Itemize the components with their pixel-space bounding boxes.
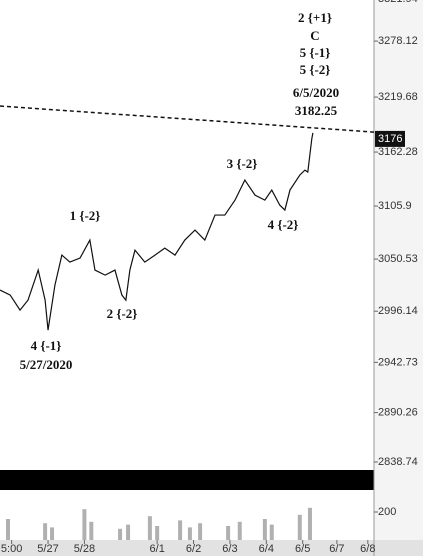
y-tick-label: 2942.73 [378, 356, 418, 368]
annotation: 3 {-2} [227, 156, 258, 171]
volume-bar [198, 523, 203, 540]
x-tick-label: 6/2 [186, 543, 201, 555]
annotation: 2 {+1} [298, 10, 332, 25]
y-tick-label: 3162.28 [378, 146, 418, 158]
y-tick-label: 3105.9 [378, 200, 412, 212]
volume-bar [43, 523, 48, 540]
annotation: 6/5/2020 [293, 85, 339, 100]
x-tick-label: 6/3 [222, 543, 237, 555]
volume-bar [126, 524, 131, 540]
volume-bar [178, 520, 183, 540]
x-tick-label: 5:00 [1, 543, 22, 555]
x-tick-label: 6/8 [360, 543, 375, 555]
x-tick-label: 6/4 [259, 543, 274, 555]
last-price-box [375, 130, 405, 147]
volume-bar [50, 527, 55, 540]
y-tick-label: 2838.74 [378, 456, 418, 468]
volume-bar [226, 526, 231, 540]
y-tick-label: 3278.12 [378, 35, 418, 47]
y-tick-label: 3050.53 [378, 253, 418, 265]
volume-bar [269, 524, 274, 540]
volume-bar [297, 514, 302, 540]
volume-bar [6, 519, 11, 540]
annotation: 4 {-2} [268, 217, 299, 232]
volume-bar [89, 521, 94, 540]
annotation: 4 {-1} [31, 338, 62, 353]
volume-bar [307, 507, 312, 540]
annotation: 2 {-2} [107, 306, 138, 321]
separator-bar [0, 470, 374, 490]
x-axis-panel [0, 540, 423, 556]
volume-bar [187, 527, 192, 540]
annotation: 5 {-2} [300, 62, 331, 77]
x-tick-label: 6/5 [295, 543, 310, 555]
axis-panel [374, 0, 423, 556]
x-tick-label: 5/28 [74, 543, 95, 555]
volume-bar [147, 516, 152, 540]
x-tick-label: 6/1 [150, 543, 165, 555]
peak-label: 3182.25 [295, 103, 338, 118]
price-line [0, 132, 314, 331]
volume-tick-label: 200 [378, 506, 396, 518]
volume-bar [237, 521, 242, 540]
volume-bar [82, 509, 87, 540]
volume-bar [118, 528, 123, 540]
last-price-label: 3176 [378, 133, 402, 145]
volume-bar [155, 526, 160, 540]
annotation: 5 {-1} [300, 45, 331, 60]
y-tick-label: 2996.14 [378, 305, 418, 317]
volume-bar [262, 519, 267, 540]
annotation: 1 {-2} [70, 208, 101, 223]
x-tick-label: 5/27 [37, 543, 58, 555]
annotation: 5/27/2020 [20, 357, 73, 372]
y-tick-label: 3321.94 [378, 0, 418, 5]
y-tick-label: 3219.68 [378, 91, 418, 103]
y-tick-label: 2890.26 [378, 407, 418, 419]
x-tick-label: 6/7 [329, 543, 344, 555]
annotation: C [310, 28, 319, 43]
